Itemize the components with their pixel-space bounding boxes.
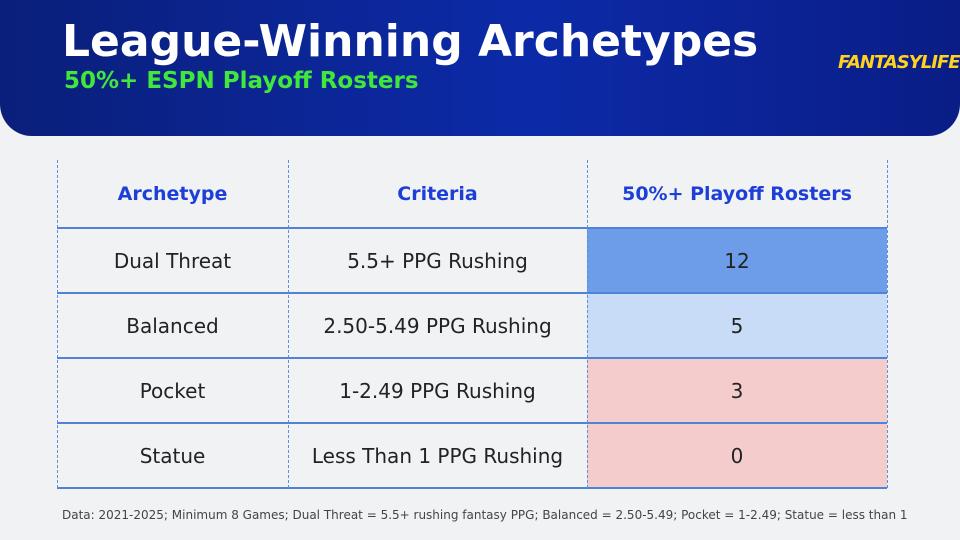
row-border bbox=[57, 292, 887, 294]
logo: FANTASYLIFE bbox=[838, 52, 960, 73]
title: League-Winning Archetypes bbox=[62, 16, 759, 67]
table: Archetype Criteria 50%+ Playoff Rosters Dua… bbox=[57, 160, 888, 490]
count-cell: 5 bbox=[587, 293, 887, 358]
criteria-cell: 5.5+ PPG Rushing bbox=[347, 248, 528, 273]
column-divider bbox=[587, 160, 588, 488]
header-band: League-Winning Archetypes 50%+ ESPN Play… bbox=[0, 0, 960, 136]
criteria-cell: 2.50-5.49 PPG Rushing bbox=[323, 313, 552, 338]
row-border bbox=[57, 227, 887, 229]
archetype-cell: Dual Threat bbox=[113, 248, 232, 273]
column-divider bbox=[288, 160, 289, 488]
count-cell: 0 bbox=[587, 423, 887, 488]
count-cell: 3 bbox=[587, 358, 887, 423]
row-border bbox=[57, 422, 887, 424]
count-cell: 12 bbox=[587, 228, 887, 293]
row-border bbox=[57, 487, 887, 489]
criteria-cell: Less Than 1 PPG Rushing bbox=[311, 443, 564, 468]
archetype-cell: Pocket bbox=[139, 378, 206, 403]
archetype-cell: Balanced bbox=[126, 313, 219, 338]
column-divider bbox=[57, 160, 58, 488]
criteria-cell: 1-2.49 PPG Rushing bbox=[339, 378, 536, 403]
archetype-cell: Statue bbox=[139, 443, 206, 468]
footnote: Data: 2021-2025; Minimum 8 Games; Dual T… bbox=[62, 508, 908, 522]
column-header: Criteria bbox=[397, 183, 478, 205]
subtitle: 50%+ ESPN Playoff Rosters bbox=[64, 68, 419, 94]
column-divider bbox=[887, 160, 888, 488]
column-header: Archetype bbox=[117, 183, 228, 205]
column-header: 50%+ Playoff Rosters bbox=[622, 183, 852, 205]
row-border bbox=[57, 357, 887, 359]
